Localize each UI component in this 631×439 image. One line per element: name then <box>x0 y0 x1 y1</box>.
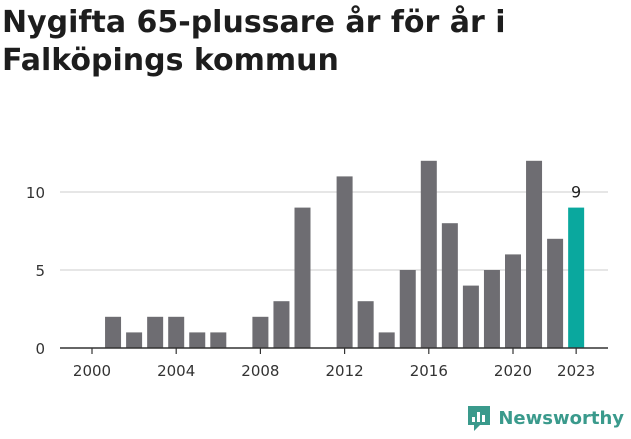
x-tick-label: 2016 <box>410 362 448 380</box>
y-tick-label: 0 <box>35 340 45 358</box>
bar <box>505 254 521 348</box>
bar <box>189 332 206 348</box>
bars <box>105 160 585 348</box>
bar <box>526 160 543 348</box>
bar <box>147 316 164 348</box>
bar <box>105 316 122 348</box>
labels: 0 5 10 2000 2004 2008 2012 2016 2020 2023 9 <box>26 183 595 380</box>
x-tick-label: 2000 <box>73 362 111 380</box>
bar <box>441 223 458 348</box>
x-tick-label: 2012 <box>326 362 364 380</box>
bar <box>336 176 353 348</box>
bar <box>273 301 290 348</box>
axes <box>60 347 608 354</box>
bar <box>420 160 437 348</box>
newsworthy-logo: Newsworthy <box>466 403 624 433</box>
x-tick-label: 2004 <box>157 362 195 380</box>
highlight-value-label: 9 <box>571 183 581 202</box>
newsworthy-logo-icon <box>468 406 491 431</box>
bar <box>294 207 311 348</box>
bar <box>547 238 564 348</box>
bar <box>252 316 269 348</box>
bar <box>378 332 395 348</box>
x-tick-label: 2020 <box>494 362 532 380</box>
bar <box>462 285 479 348</box>
y-tick-label: 10 <box>26 184 45 202</box>
bar-highlight <box>568 207 585 348</box>
bar <box>399 270 416 348</box>
bar <box>168 316 185 348</box>
x-tick-label: 2023 <box>557 362 595 380</box>
y-tick-label: 5 <box>35 262 45 280</box>
chart-title: Nygifta 65-plussare år för år i Falköpin… <box>2 5 506 78</box>
bar <box>126 332 143 348</box>
x-tick-label: 2008 <box>241 362 279 380</box>
bar <box>483 270 500 348</box>
grid-lines <box>60 191 608 271</box>
newsworthy-logo-text: Newsworthy <box>498 407 624 429</box>
bar <box>210 332 227 348</box>
bar <box>357 301 374 348</box>
